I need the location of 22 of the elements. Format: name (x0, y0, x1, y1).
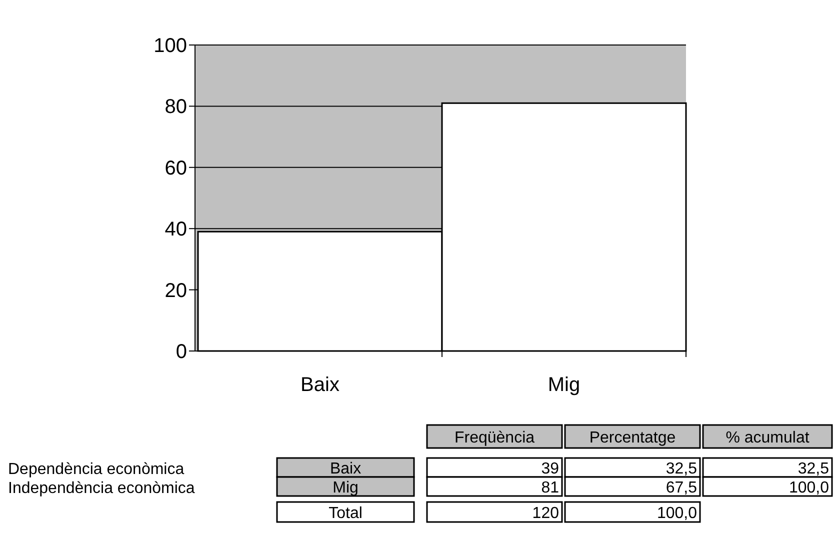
category-label: Baix (330, 460, 362, 478)
text: 100,0 (788, 480, 830, 496)
text: Total (328, 505, 362, 522)
text: 32,5 (666, 460, 698, 478)
text: 81 (541, 480, 560, 496)
text: % acumulat (726, 430, 810, 446)
text: Freqüència (454, 430, 535, 446)
y-tick-label: 40 (164, 218, 187, 241)
text: 39 (541, 460, 560, 478)
text: 67,5 (666, 480, 698, 496)
text: Dependència econòmica (8, 461, 184, 478)
text: 100,0 (656, 505, 698, 522)
y-tick-label: 100 (154, 35, 187, 57)
text: Independència econòmica (8, 480, 195, 497)
y-tick-label: 20 (164, 280, 187, 302)
y-tick-label: 0 (176, 341, 187, 363)
y-tick-label: 60 (164, 157, 187, 180)
category-label: Mig (332, 480, 358, 496)
text: 120 (532, 505, 560, 522)
y-tick-label: 80 (164, 96, 187, 118)
text: 32,5 (798, 460, 830, 478)
text: Percentatge (589, 430, 676, 446)
